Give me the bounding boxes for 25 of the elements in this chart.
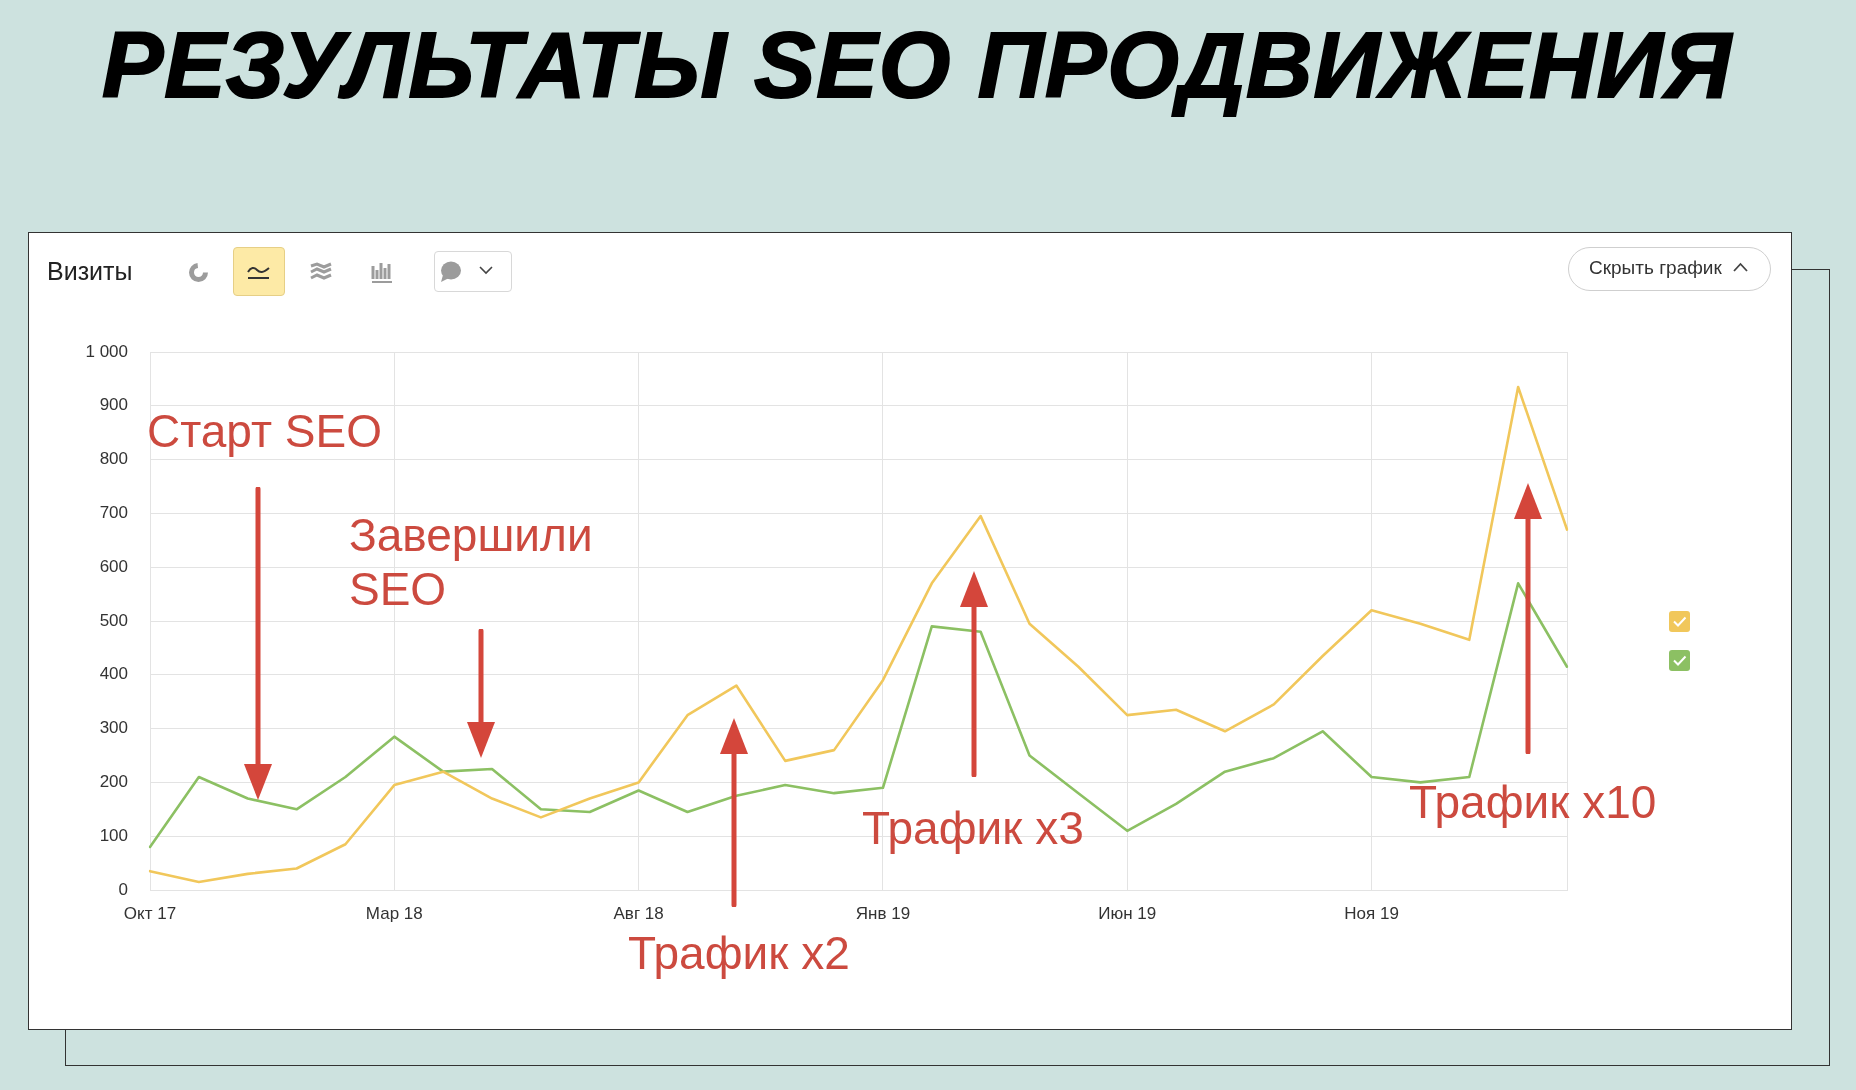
- x-tick-label: Авг 18: [613, 903, 664, 923]
- x-tick-label: Ноя 19: [1344, 903, 1399, 923]
- y-tick-label: 600: [99, 556, 128, 576]
- x-tick-label: Окт 17: [123, 903, 177, 923]
- annotation: Трафик x3: [862, 801, 1084, 854]
- x-tick-label: Мар 18: [365, 903, 423, 923]
- text: Трафик x2: [628, 926, 850, 979]
- x-tick-label: Янв 19: [855, 903, 911, 923]
- y-tick-label: 700: [99, 503, 128, 523]
- y-tick-label: 400: [99, 664, 128, 684]
- y-tick-label: 1 000: [85, 341, 128, 361]
- chart-subtitle: Визиты: [47, 256, 133, 286]
- y-tick-label: 100: [99, 825, 128, 845]
- y-tick-label: 200: [99, 772, 128, 792]
- annotation: Старт SEO: [147, 404, 382, 457]
- text: Скрыть график: [1589, 257, 1722, 279]
- y-tick-label: 0: [118, 879, 128, 899]
- x-tick-label: Июн 19: [1098, 903, 1157, 923]
- annotation: Завершили SEO: [349, 508, 593, 615]
- y-tick-label: 800: [99, 449, 128, 469]
- y-tick-label: 300: [99, 718, 128, 738]
- chart-title: РЕЗУЛЬТАТЫ SEO ПРОДВИЖЕНИЯ: [100, 13, 1734, 118]
- y-tick-label: 900: [99, 395, 128, 415]
- annotation: Трафик x10: [1409, 775, 1657, 828]
- y-tick-label: 500: [99, 610, 128, 630]
